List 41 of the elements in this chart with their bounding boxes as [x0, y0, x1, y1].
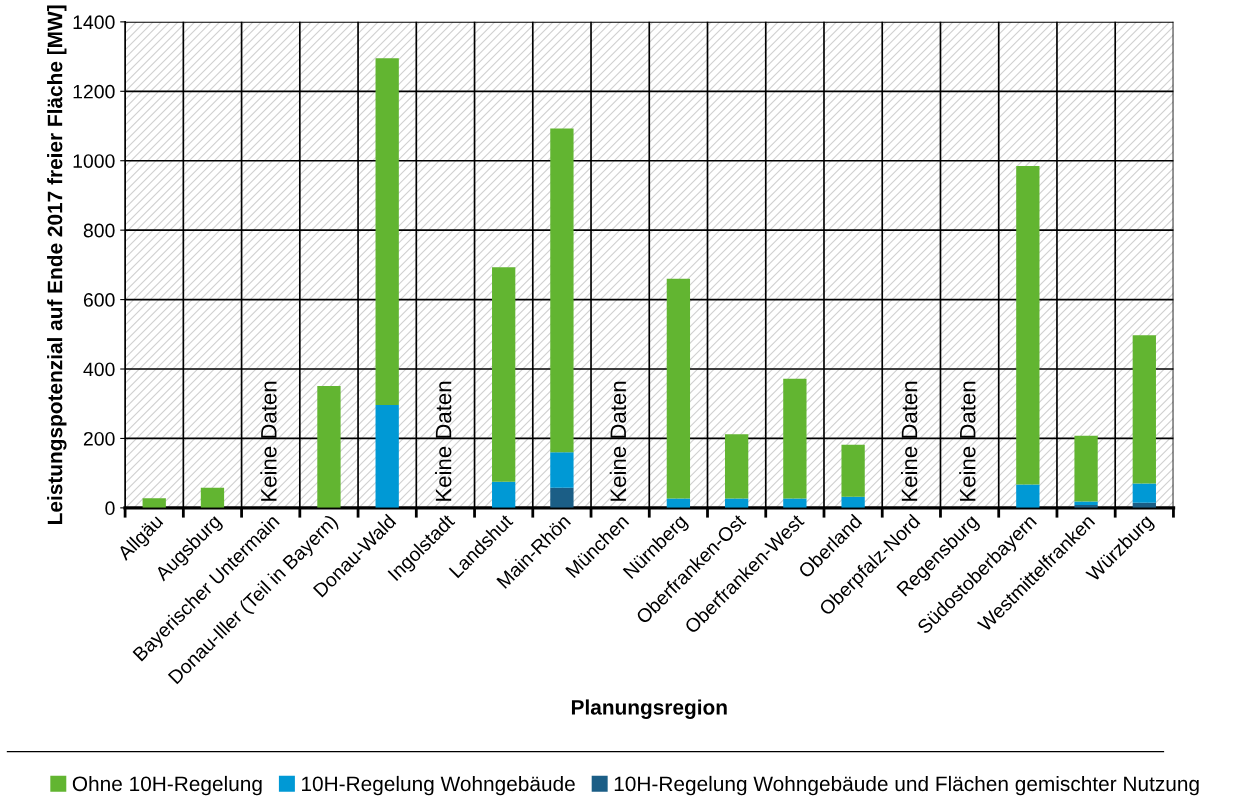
- bar: [492, 481, 516, 508]
- bar: [724, 498, 749, 508]
- y-tick-label: 0: [105, 501, 115, 516]
- annotation: Keine Daten: [959, 381, 976, 501]
- bar: [666, 278, 691, 499]
- legend-label: 10H-Regelung Wohngebäude und Flächen gemischter Nutzung: [614, 775, 1199, 796]
- bar: [666, 498, 691, 508]
- annotation: Keine Daten: [901, 381, 918, 501]
- bar: [783, 378, 807, 499]
- y-tick-label: 800: [83, 223, 115, 238]
- y-tick-label: 1200: [73, 84, 115, 99]
- bar: [550, 128, 574, 453]
- bar: [492, 267, 516, 482]
- bar: [724, 434, 749, 499]
- bar: [1132, 483, 1156, 503]
- bar: [375, 58, 399, 406]
- y-tick-label: 1000: [73, 154, 115, 168]
- bar: [550, 487, 574, 508]
- annotation: Keine Daten: [260, 381, 277, 501]
- bar: [375, 405, 399, 508]
- bar: [1074, 435, 1098, 502]
- legend-label: 10H-Regelung Wohngebäude: [302, 775, 575, 796]
- y-tick-label: 600: [83, 293, 115, 307]
- bar: [841, 444, 865, 497]
- bar: [1132, 335, 1156, 484]
- y-axis-title: Leistungspotenzial auf Ende 2017 freier Fläche [MW]: [47, 5, 67, 524]
- bar: [550, 452, 574, 488]
- y-tick-label: 1400: [73, 15, 115, 30]
- bar: [1016, 484, 1040, 508]
- x-axis-title: Planungsregion: [571, 699, 727, 719]
- annotation: Keine Daten: [435, 381, 452, 501]
- bar: [783, 498, 807, 508]
- bar: [317, 386, 341, 508]
- bar: [1016, 165, 1040, 485]
- bar: [142, 498, 166, 508]
- y-tick-label: 200: [83, 431, 115, 446]
- bar: [841, 496, 865, 508]
- annotation: Keine Daten: [609, 381, 627, 501]
- bar: [200, 487, 225, 508]
- y-tick-label: 400: [83, 362, 115, 377]
- legend-label: Ohne 10H-Regelung: [72, 775, 262, 796]
